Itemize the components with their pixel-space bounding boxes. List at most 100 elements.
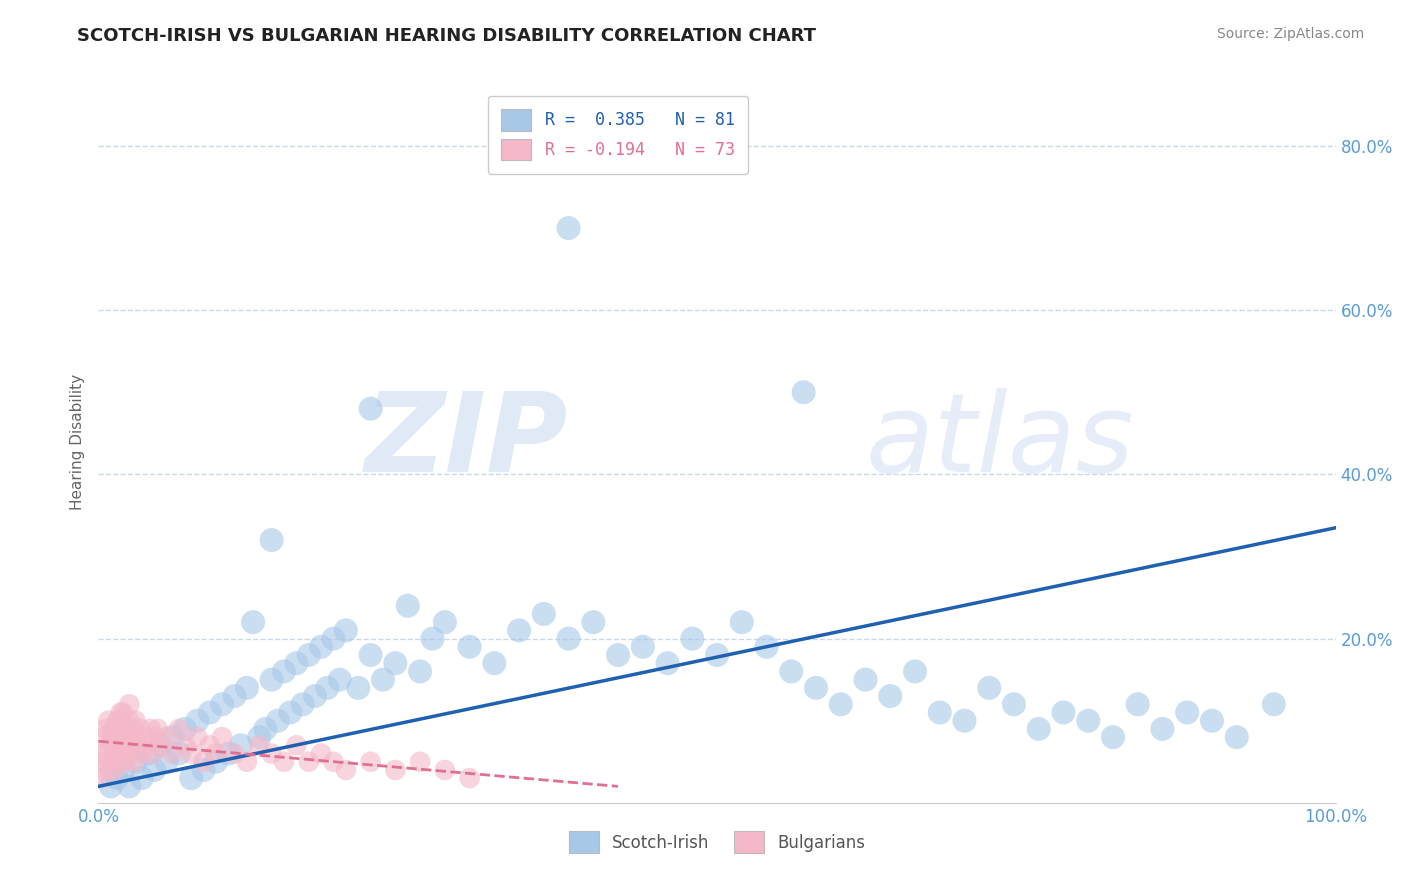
Point <box>371 673 394 687</box>
Point <box>101 755 124 769</box>
Point <box>110 739 132 753</box>
Point <box>298 755 321 769</box>
Point <box>533 607 555 621</box>
Point <box>180 771 202 785</box>
Point <box>124 755 146 769</box>
Point <box>139 722 162 736</box>
Point <box>127 739 149 753</box>
Point <box>105 747 128 761</box>
Point <box>242 615 264 630</box>
Point <box>122 722 145 736</box>
Point <box>247 739 270 753</box>
Point <box>360 401 382 416</box>
Point <box>93 730 115 744</box>
Point <box>879 689 901 703</box>
Point <box>103 730 125 744</box>
Point <box>149 739 172 753</box>
Point <box>780 665 803 679</box>
Point <box>104 722 127 736</box>
Point <box>105 771 128 785</box>
Point <box>1126 698 1149 712</box>
Point <box>260 673 283 687</box>
Point <box>260 533 283 547</box>
Point <box>755 640 778 654</box>
Point <box>309 747 332 761</box>
Point <box>131 771 153 785</box>
Text: SCOTCH-IRISH VS BULGARIAN HEARING DISABILITY CORRELATION CHART: SCOTCH-IRISH VS BULGARIAN HEARING DISABI… <box>77 27 817 45</box>
Point <box>193 755 215 769</box>
Point <box>205 747 228 761</box>
Point <box>360 755 382 769</box>
Point <box>108 755 131 769</box>
Point <box>136 747 159 761</box>
Point <box>105 714 128 728</box>
Point <box>928 706 950 720</box>
Point <box>229 739 252 753</box>
Point <box>731 615 754 630</box>
Point <box>557 221 579 235</box>
Point <box>316 681 339 695</box>
Point <box>484 657 506 671</box>
Point <box>855 673 877 687</box>
Point <box>98 763 121 777</box>
Point <box>979 681 1001 695</box>
Point <box>607 648 630 662</box>
Point <box>1226 730 1249 744</box>
Point <box>309 640 332 654</box>
Point <box>273 665 295 679</box>
Point <box>1028 722 1050 736</box>
Point <box>162 730 184 744</box>
Point <box>136 739 159 753</box>
Point <box>143 730 166 744</box>
Point <box>91 771 114 785</box>
Point <box>103 722 125 736</box>
Point <box>205 755 228 769</box>
Point <box>110 706 132 720</box>
Point <box>107 714 129 728</box>
Point <box>121 739 143 753</box>
Point <box>322 632 344 646</box>
Point <box>458 771 481 785</box>
Point <box>120 747 142 761</box>
Point <box>681 632 703 646</box>
Point <box>217 747 239 761</box>
Point <box>90 747 112 761</box>
Point <box>193 763 215 777</box>
Point <box>155 755 177 769</box>
Point <box>174 739 197 753</box>
Point <box>557 632 579 646</box>
Point <box>1201 714 1223 728</box>
Point <box>132 747 155 761</box>
Point <box>224 747 246 761</box>
Point <box>804 681 827 695</box>
Point <box>134 730 156 744</box>
Point <box>433 763 456 777</box>
Point <box>100 739 122 753</box>
Point <box>236 681 259 695</box>
Point <box>953 714 976 728</box>
Point <box>100 780 122 794</box>
Point <box>97 714 120 728</box>
Point <box>224 689 246 703</box>
Text: atlas: atlas <box>866 388 1135 495</box>
Point <box>100 730 122 744</box>
Point <box>360 648 382 662</box>
Point <box>155 730 177 744</box>
Point <box>167 747 190 761</box>
Point <box>335 624 357 638</box>
Point <box>260 747 283 761</box>
Point <box>1152 722 1174 736</box>
Point <box>143 763 166 777</box>
Point <box>322 755 344 769</box>
Point <box>396 599 419 613</box>
Point <box>146 722 169 736</box>
Point <box>114 755 136 769</box>
Point <box>1002 698 1025 712</box>
Point <box>112 706 135 720</box>
Point <box>273 755 295 769</box>
Point <box>582 615 605 630</box>
Point <box>304 689 326 703</box>
Point <box>1175 706 1198 720</box>
Point <box>254 722 277 736</box>
Legend: Scotch-Irish, Bulgarians: Scotch-Irish, Bulgarians <box>562 825 872 860</box>
